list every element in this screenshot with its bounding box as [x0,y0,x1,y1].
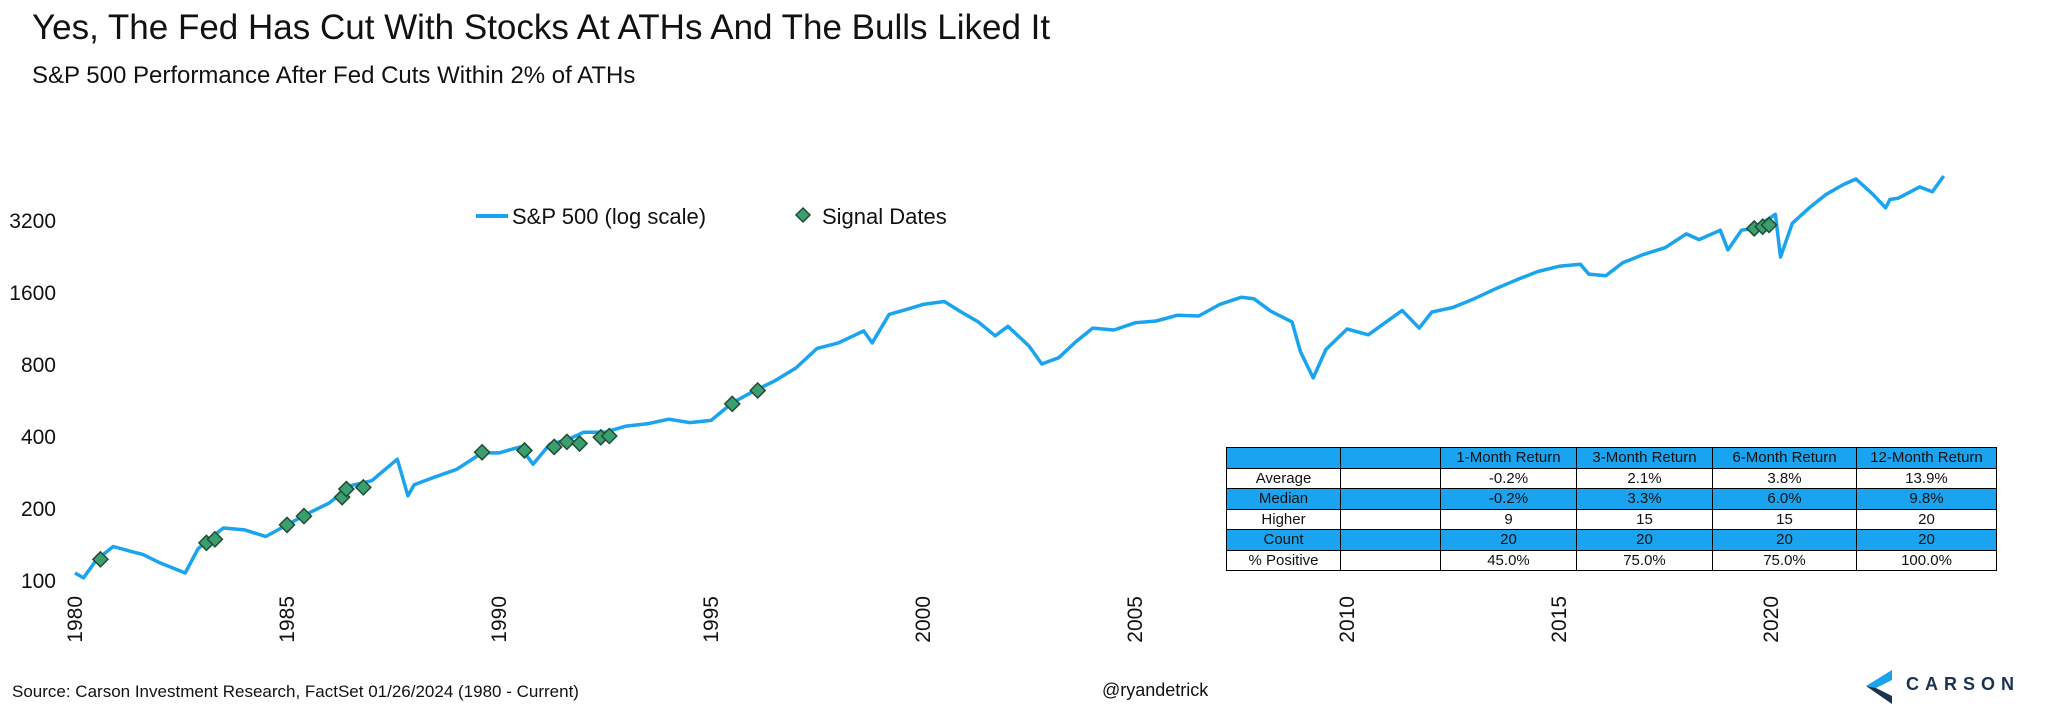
stats-table: 1-Month Return 3-Month Return 6-Month Re… [1226,447,1997,571]
stats-cell: 13.9% [1856,467,1997,489]
stats-row-positive: % Positive 45.0% 75.0% 75.0% 100.0% [1226,549,1997,571]
stats-cell: 3.8% [1712,467,1857,489]
x-tick-label: 2015 [1548,596,1571,643]
chart-title: Yes, The Fed Has Cut With Stocks At ATHs… [32,8,1051,47]
stats-cell: 75.0% [1576,549,1713,571]
legend: S&P 500 (log scale) Signal Dates [476,204,947,229]
chart-subtitle: S&P 500 Performance After Fed Cuts Withi… [32,62,636,89]
stats-row-label: Higher [1226,508,1341,530]
signal-marker [600,427,618,445]
stats-row-median: Median -0.2% 3.3% 6.0% 9.8% [1226,488,1997,510]
y-tick-label: 1600 [9,282,56,305]
stats-cell: 6.0% [1712,488,1857,510]
carson-logo-icon [1866,670,1892,704]
stats-header-cell [1226,447,1341,469]
carson-logo-text: CARSON [1906,674,2021,694]
x-axis: 1980 1985 1990 1995 2000 2005 2010 2015 2020 [64,596,1783,643]
stats-cell: 9.8% [1856,488,1997,510]
signal-marker [558,433,576,451]
stats-cell: 20 [1712,529,1857,551]
stats-header-cell: 12-Month Return [1856,447,1997,469]
signal-marker [749,381,767,400]
sp500-line [74,174,1946,580]
signal-marker [91,550,110,568]
stats-row-average: Average -0.2% 2.1% 3.8% 13.9% [1226,467,1997,489]
x-tick-label: 1985 [276,596,299,643]
x-tick-label: 1980 [64,596,87,643]
signal-marker [354,478,372,496]
legend-label-sp500: S&P 500 (log scale) [512,204,706,229]
stats-row-label: Median [1226,488,1341,510]
signal-marker [278,516,296,534]
stats-cell: 75.0% [1712,549,1857,571]
x-tick-label: 2005 [1124,596,1147,643]
stats-cell: 15 [1576,508,1713,530]
source-note: Source: Carson Investment Research, Fact… [12,682,579,701]
author-handle: @ryandetrick [1102,680,1209,700]
stats-row-label: % Positive [1226,549,1341,571]
signal-marker [545,438,563,456]
x-tick-label: 2010 [1336,596,1359,643]
stats-cell: 20 [1440,529,1577,551]
stats-cell: -0.2% [1440,467,1577,489]
marker-layer [91,216,1778,568]
stats-cell: 100.0% [1856,549,1997,571]
stats-row-label: Count [1226,529,1341,551]
signal-marker [295,507,313,525]
stats-row-higher: Higher 9 15 15 20 [1226,508,1997,530]
stats-cell: 20 [1856,529,1997,551]
stats-header-cell: 1-Month Return [1440,447,1577,469]
legend-label-signals: Signal Dates [822,204,947,229]
x-tick-label: 2020 [1760,596,1783,643]
stats-cell: 3.3% [1576,488,1713,510]
stats-cell: 20 [1856,508,1997,530]
stats-header-cell [1340,447,1441,469]
stats-row-count: Count 20 20 20 20 [1226,529,1997,551]
x-tick-label: 1995 [700,596,723,643]
stats-header-cell: 3-Month Return [1576,447,1713,469]
signal-marker [1760,216,1778,234]
y-tick-label: 200 [21,498,56,521]
stats-row-label: Average [1226,467,1341,489]
signal-marker [571,434,589,453]
y-tick-label: 400 [21,426,56,449]
series-layer [74,174,1946,580]
carson-logo: CARSON [1862,666,2042,706]
y-tick-label: 3200 [9,210,56,233]
stats-cell: 20 [1576,529,1713,551]
signal-marker [473,443,491,461]
signal-marker [337,480,355,498]
y-tick-label: 800 [21,354,56,377]
signal-marker [206,530,224,548]
legend-marker-swatch [794,206,812,224]
stats-header-cell: 6-Month Return [1712,447,1857,469]
x-tick-label: 1990 [488,596,511,643]
y-tick-label: 100 [21,570,56,593]
stats-cell: 15 [1712,508,1857,530]
signal-marker [723,395,741,413]
stats-cell: 2.1% [1576,467,1713,489]
stats-cell: -0.2% [1440,488,1577,510]
x-tick-label: 2000 [912,596,935,643]
stats-header-row: 1-Month Return 3-Month Return 6-Month Re… [1226,447,1997,469]
y-axis: 100 200 400 800 1600 3200 [9,210,56,593]
stats-cell: 9 [1440,508,1577,530]
signal-marker [515,441,534,460]
stats-cell: 45.0% [1440,549,1577,571]
